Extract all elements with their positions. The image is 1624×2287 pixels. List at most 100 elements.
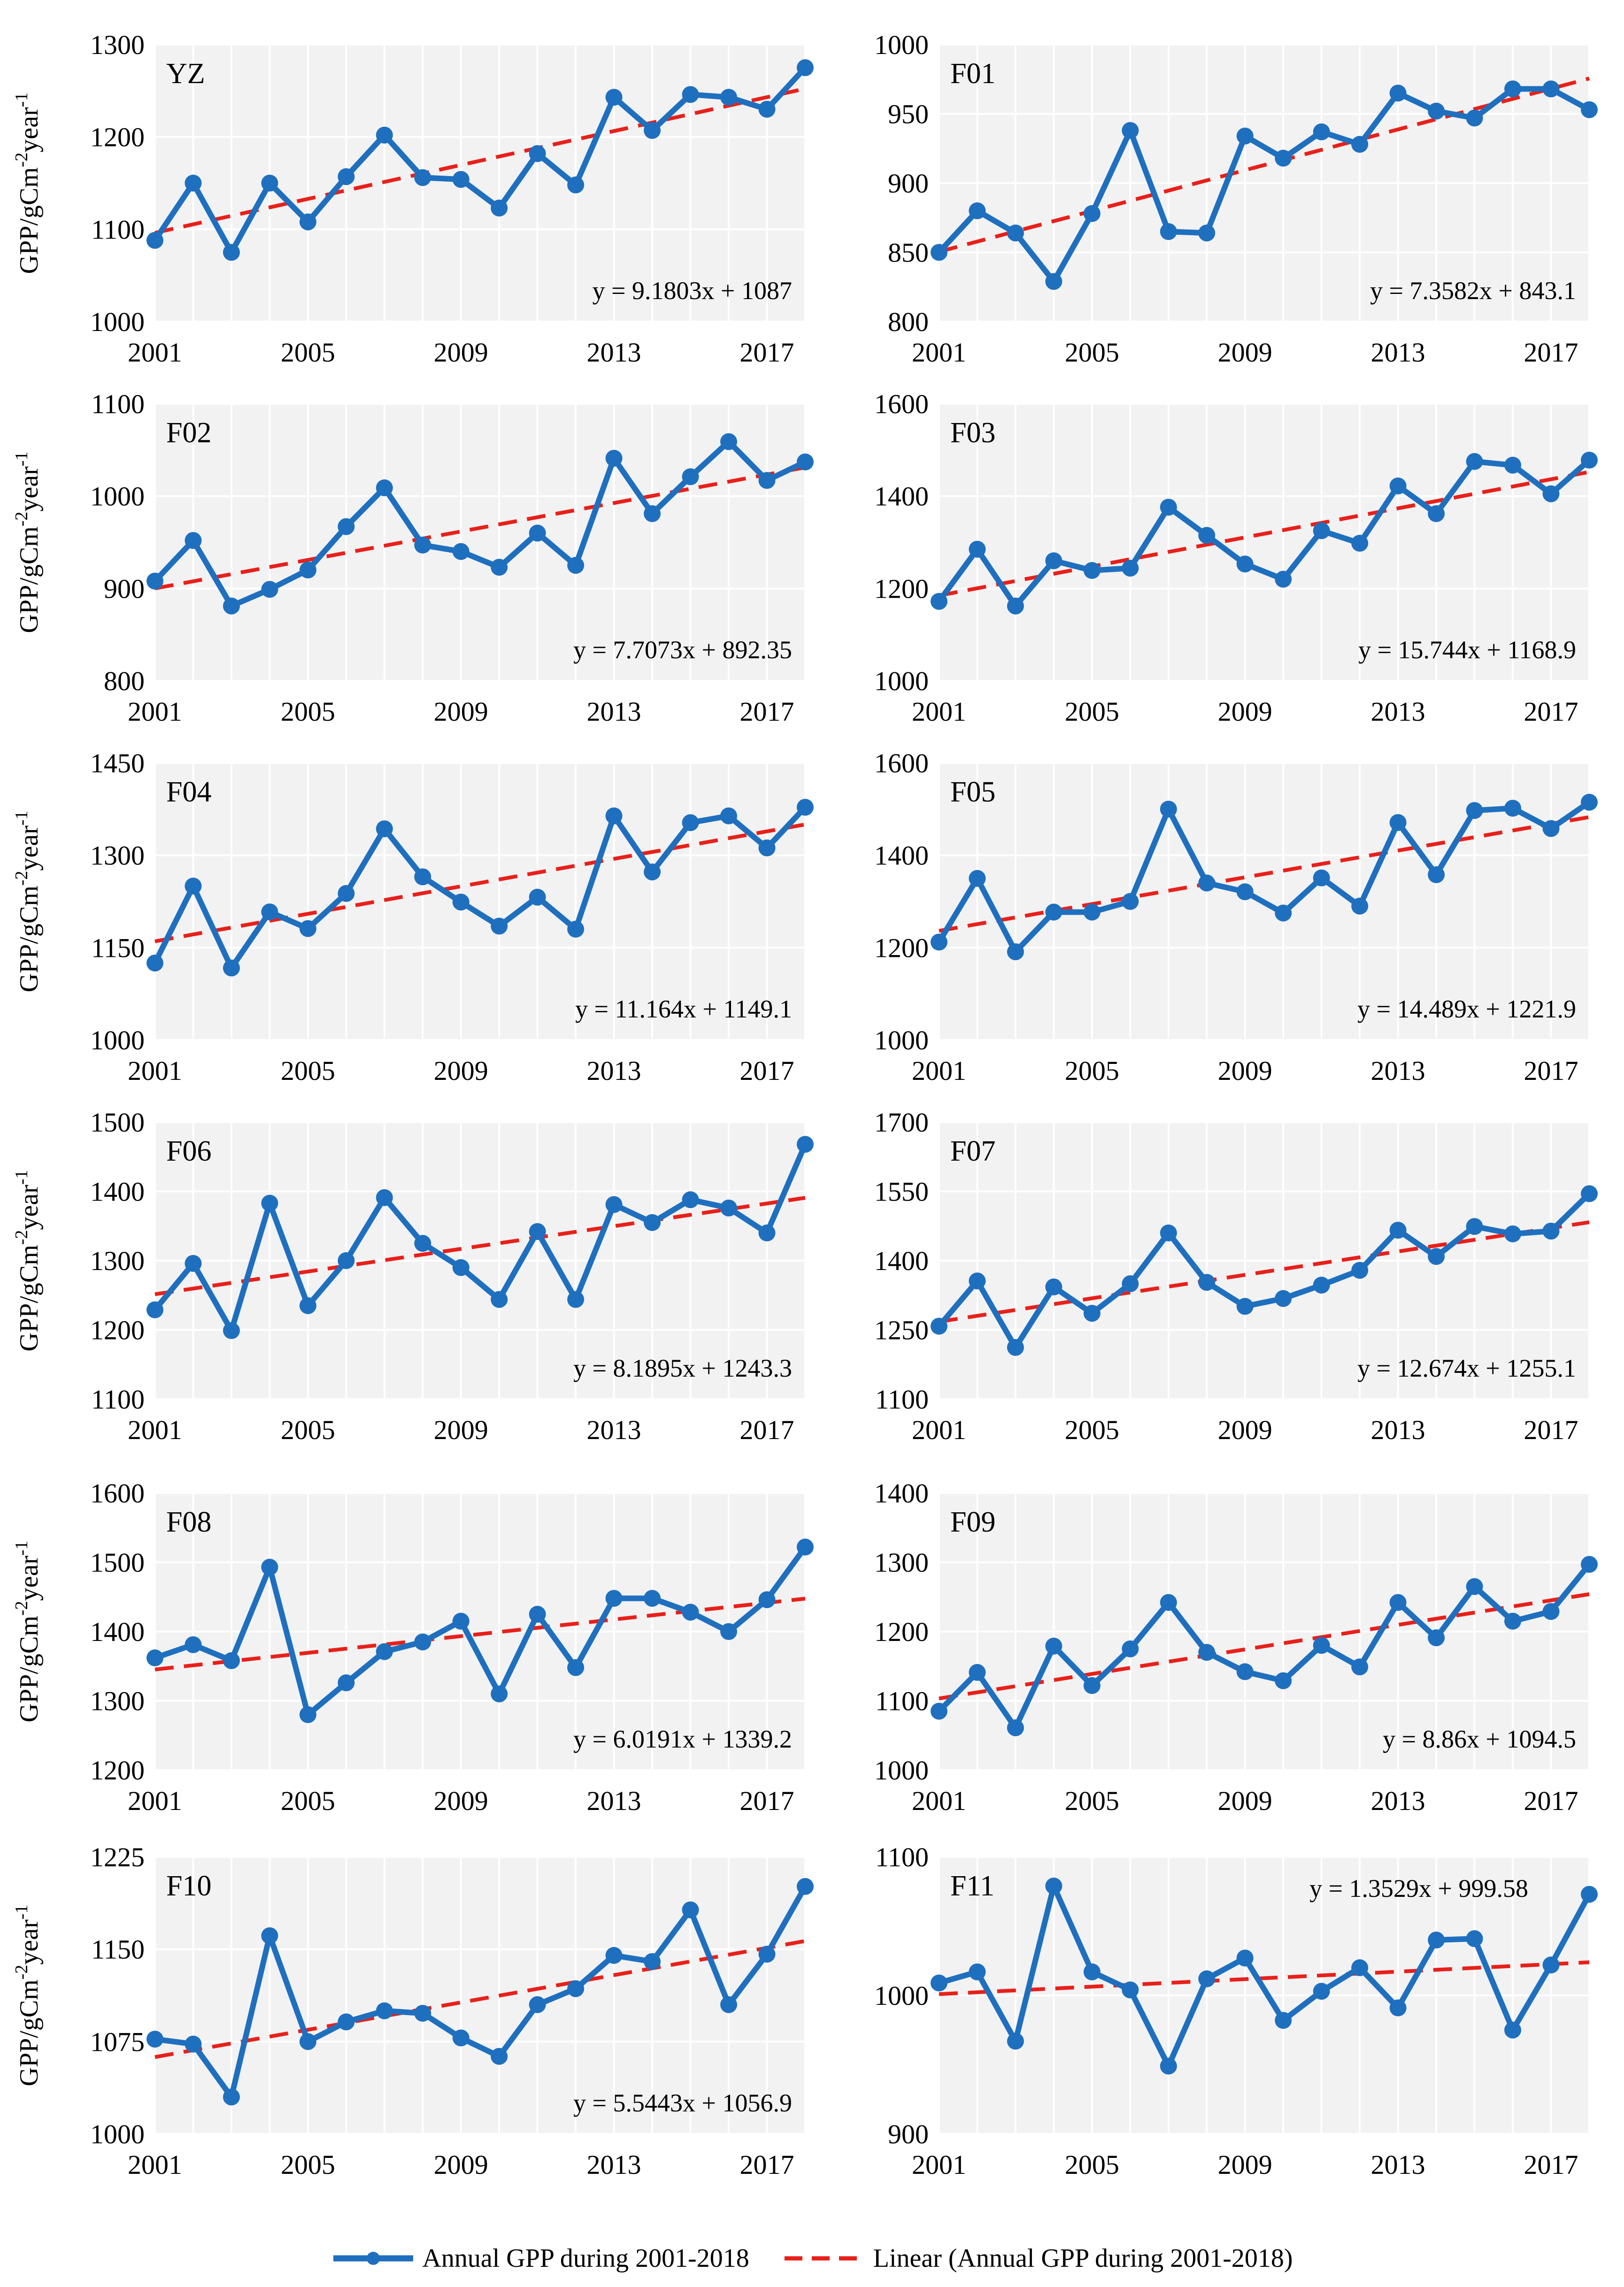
- y-tick-label: 1400: [90, 1617, 145, 1647]
- data-point: [1542, 485, 1560, 502]
- ylabel-sup1: -2: [12, 871, 31, 886]
- data-point: [682, 1603, 699, 1621]
- data-point: [1389, 1999, 1407, 2017]
- data-point: [299, 920, 316, 937]
- x-tick-label: 2005: [281, 2149, 335, 2180]
- ylabel-base: GPP/gCm: [15, 886, 44, 992]
- data-point: [491, 2048, 508, 2065]
- data-point: [1313, 123, 1330, 140]
- y-tick-label: 1500: [90, 1107, 145, 1138]
- data-point: [567, 176, 585, 193]
- data-point: [1045, 1877, 1062, 1894]
- data-point: [185, 878, 202, 895]
- x-tick-label: 2005: [1065, 2149, 1119, 2180]
- data-point: [452, 171, 469, 188]
- x-tick-label: 2009: [1218, 1415, 1272, 1445]
- data-point: [931, 593, 947, 610]
- data-point: [1045, 552, 1062, 570]
- data-point: [1007, 224, 1024, 242]
- data-point: [1122, 1275, 1139, 1293]
- y-tick-label: 1100: [91, 214, 145, 245]
- ylabel-sup1: -2: [12, 1965, 31, 1980]
- data-point: [931, 933, 947, 951]
- data-point: [1083, 1677, 1101, 1694]
- y-tick-label: 1000: [874, 1025, 929, 1055]
- data-point: [1007, 597, 1024, 615]
- chart-panel-f02: 800 900 1000 1100 2001 2005 2009 2013 2017 GPP/gC…: [12, 389, 814, 727]
- y-tick-label: 1400: [90, 1177, 145, 1207]
- panel-title: F09: [950, 1506, 995, 1538]
- data-point: [1313, 1277, 1330, 1294]
- trend-line: [939, 815, 1590, 933]
- panel-title: F11: [950, 1870, 994, 1902]
- data-point: [185, 532, 202, 549]
- data-point: [1351, 1959, 1369, 1976]
- data-point: [1122, 122, 1139, 139]
- data-point: [1083, 903, 1101, 921]
- data-point: [644, 1590, 661, 1607]
- ylabel-sup1: -2: [12, 1230, 31, 1245]
- data-point: [567, 1980, 585, 1997]
- x-tick-label: 2013: [587, 2149, 641, 2180]
- data-point: [567, 557, 585, 574]
- data-point: [1504, 800, 1522, 817]
- x-tick-label: 2017: [740, 2149, 794, 2180]
- x-tick-label: 2017: [1524, 1786, 1578, 1816]
- x-tick-label: 2013: [587, 337, 641, 368]
- ylabel-base: GPP/gCm: [15, 1245, 44, 1351]
- x-tick-label: 2001: [912, 1786, 966, 1816]
- x-tick-label: 2017: [740, 696, 794, 727]
- data-point: [1351, 136, 1369, 153]
- ylabel-mid: year: [15, 1919, 44, 1965]
- data-point: [338, 1252, 355, 1269]
- panel-title: F08: [166, 1506, 211, 1538]
- data-point: [146, 572, 163, 590]
- data-point: [414, 536, 431, 554]
- chart-panel-f09: 1000 1100 1200 1300 1400 2001 2005 2009 2013 2017…: [874, 1478, 1598, 1816]
- y-axis-label: GPP/gCm-2year-1: [12, 92, 44, 274]
- trend-equation: y = 9.1803x + 1087: [593, 277, 792, 305]
- data-point: [797, 1539, 814, 1556]
- data-point: [1428, 1248, 1445, 1265]
- x-tick-label: 2017: [1524, 1055, 1578, 1086]
- panel-title: F04: [166, 776, 211, 808]
- data-point: [1581, 793, 1598, 811]
- data-point: [931, 244, 947, 261]
- data-point: [338, 518, 355, 535]
- chart-panel-f05: 1000 1200 1400 1600 2001 2005 2009 2013 2017 F05 y…: [874, 748, 1598, 1086]
- x-tick-label: 2013: [587, 1786, 641, 1816]
- chart-panel-yz: 1000 1100 1200 1300 2001 2005 2009 2013 2017 GPP/…: [12, 30, 814, 368]
- ylabel-sup1: -2: [12, 1601, 31, 1616]
- data-point: [491, 917, 508, 935]
- ylabel-base: GPP/gCm: [15, 1979, 44, 2086]
- data-point: [758, 1946, 776, 1963]
- data-point: [529, 1606, 546, 1623]
- data-point: [223, 244, 240, 261]
- data-point: [969, 1963, 986, 1980]
- trend-line: [154, 87, 806, 235]
- data-point: [376, 2002, 393, 2019]
- data-point: [223, 1652, 240, 1669]
- data-point: [1466, 453, 1483, 470]
- x-tick-label: 2013: [1371, 1415, 1425, 1445]
- x-tick-label: 2017: [1524, 2149, 1578, 2180]
- data-point: [758, 472, 776, 489]
- plot-area: [155, 1857, 805, 2134]
- data-point: [797, 799, 814, 816]
- data-point: [1313, 522, 1330, 539]
- data-point: [185, 1636, 202, 1654]
- x-tick-label: 2005: [1065, 1786, 1119, 1816]
- series-line: [938, 1883, 1592, 2069]
- x-tick-label: 2013: [1371, 2149, 1425, 2180]
- data-point: [1504, 80, 1522, 98]
- data-point: [969, 1664, 986, 1681]
- panel-title: F06: [166, 1135, 211, 1167]
- data-point: [931, 1702, 947, 1720]
- ylabel-sup2: -1: [12, 452, 31, 467]
- data-point: [529, 524, 546, 542]
- data-point: [1122, 560, 1139, 577]
- data-point: [1428, 1629, 1445, 1647]
- data-point: [452, 893, 469, 911]
- data-point: [1389, 814, 1407, 831]
- trend-equation: y = 14.489x + 1221.9: [1357, 995, 1576, 1023]
